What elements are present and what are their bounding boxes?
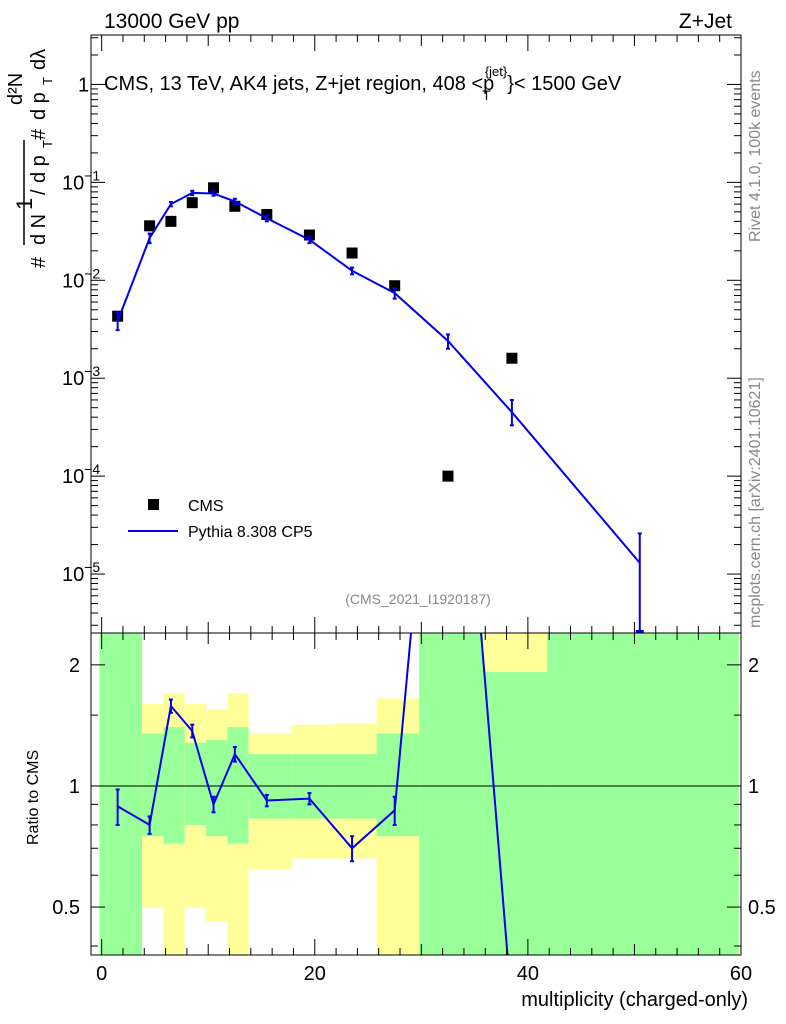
cms-data-point — [186, 197, 198, 209]
ratio-band-green — [99, 633, 143, 955]
y-label-hash-2: # — [28, 128, 50, 140]
y-label-slash: / — [28, 189, 50, 195]
cms-data-point — [442, 470, 454, 482]
legend-cms-marker — [148, 499, 159, 510]
ratio-ytick-label-right: 0.5 — [748, 897, 776, 919]
ratio-band-green — [184, 742, 207, 825]
xtick-label: 20 — [304, 963, 326, 985]
main-ytick-label: 10−2 — [62, 265, 100, 292]
main-ytick-label: 10−1 — [62, 167, 100, 194]
main-ytick-label: 10−4 — [62, 461, 100, 488]
y-label-d2n: d²N — [5, 73, 27, 105]
process-label: Z+Jet — [679, 10, 732, 33]
main-frame — [90, 34, 742, 634]
x-axis-label: multiplicity (charged-only) — [521, 989, 748, 1011]
plot-title-tail: }< 1500 GeV — [507, 73, 622, 95]
main-ytick-label: 10−5 — [62, 559, 100, 586]
plot-title-sub: T — [482, 87, 491, 103]
y-label-dpt-2: d p — [28, 92, 50, 120]
ratio-y-label: Ratio to CMS — [25, 750, 42, 845]
ratio-band-green — [547, 633, 739, 955]
cms-data-point — [303, 229, 315, 241]
y-label-hash-1: # — [28, 256, 50, 268]
main-ytick-label: 10−3 — [62, 363, 100, 390]
xtick-label: 60 — [730, 963, 752, 985]
ratio-line — [117, 633, 509, 955]
ratio-ytick-label-right: 2 — [748, 655, 759, 677]
cms-data-point — [144, 220, 156, 232]
cms-data-point — [208, 182, 220, 194]
main-y-axis-label: 1 # d N / d p T # d p T dλ d²N — [5, 49, 55, 268]
ratio-plot-marks — [115, 633, 509, 955]
ratio-frame — [90, 632, 742, 956]
y-label-dlambda: dλ — [28, 49, 50, 70]
ratio-ytick-label-right: 1 — [748, 776, 759, 798]
analysis-label: (CMS_2021_I1920187) — [345, 591, 491, 607]
ratio-ytick-label: 1 — [69, 776, 80, 798]
y-label-dn: d N — [28, 214, 50, 245]
legend-mc-label: Pythia 8.308 CP5 — [188, 524, 313, 541]
rivet-label: Rivet 4.1.0, 100k events — [747, 70, 764, 242]
y-label-dpt-1: d p — [28, 155, 50, 183]
ratio-plot-area — [91, 633, 741, 955]
ratio-band-green — [206, 740, 228, 837]
plot-title: CMS, 13 TeV, AK4 jets, Z+jet region, 408… — [104, 64, 622, 103]
energy-label: 13000 GeV pp — [104, 10, 239, 33]
mcplots-label: mcplots.cern.ch [arXiv:2401.10621] — [747, 377, 764, 628]
cms-data-point — [389, 280, 401, 292]
ratio-band-green — [142, 733, 164, 837]
ratio-ytick-label: 0.5 — [52, 897, 80, 919]
xtick-label: 40 — [517, 963, 539, 985]
cms-data-point — [506, 352, 518, 364]
plot-title-pt: p — [483, 73, 494, 95]
y-label-sub-2: T — [40, 77, 55, 85]
main-ytick-label: 1 — [78, 74, 89, 96]
ratio-band-green — [163, 727, 185, 844]
cms-data-point — [346, 247, 358, 259]
y-label-sub-1: T — [40, 140, 55, 148]
main-plot-marks — [112, 182, 644, 635]
cms-data-point — [229, 200, 241, 212]
plot-title-main: CMS, 13 TeV, AK4 jets, Z+jet region, 408… — [104, 73, 483, 95]
ratio-band-green — [483, 671, 548, 955]
cms-data-point — [165, 215, 177, 227]
plot-title-sup: {jet} — [485, 64, 508, 79]
ratio-band-green — [227, 727, 249, 844]
xtick-label: 0 — [96, 963, 107, 985]
legend-cms-label: CMS — [188, 498, 224, 515]
ratio-ytick-label: 2 — [69, 655, 80, 677]
axes: 1 10−1 10−2 10−3 10−4 10−5 2 2 1 1 0.5 0.5 0 20 40 60 — [52, 35, 776, 985]
ratio-band-green — [419, 633, 484, 955]
